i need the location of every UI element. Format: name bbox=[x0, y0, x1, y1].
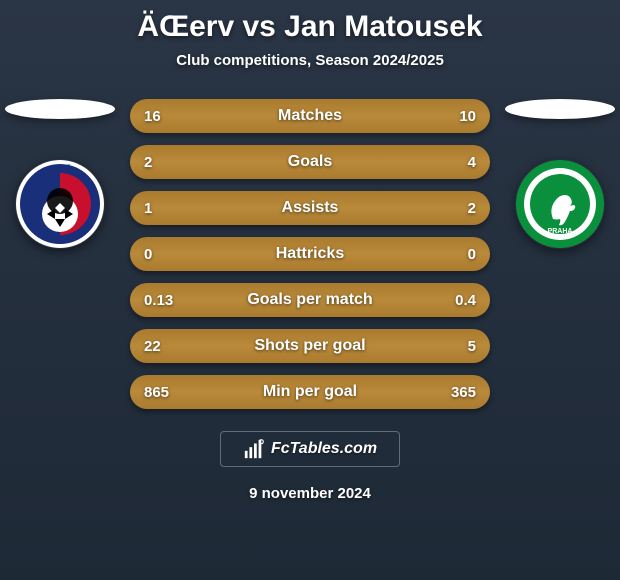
left-club-crest: PLZEŇ bbox=[15, 159, 105, 249]
stat-value-right: 365 bbox=[451, 384, 476, 401]
stat-value-right: 4 bbox=[468, 154, 476, 171]
season-subtitle: Club competitions, Season 2024/2025 bbox=[0, 52, 620, 69]
left-club-zone: PLZEŇ bbox=[0, 99, 120, 249]
brand-text: FcTables.com bbox=[271, 440, 377, 458]
right-club-crest: BOHEMIANS PRAHA bbox=[515, 159, 605, 249]
stat-value-right: 10 bbox=[459, 108, 476, 125]
stat-label: Hattricks bbox=[276, 245, 344, 263]
svg-text:PRAHA: PRAHA bbox=[548, 228, 573, 235]
stat-label: Assists bbox=[282, 199, 339, 217]
stat-value-right: 0.4 bbox=[455, 292, 476, 309]
stat-bar: 16 Matches 10 bbox=[130, 99, 490, 133]
stat-bar: 1 Assists 2 bbox=[130, 191, 490, 225]
stat-label: Shots per goal bbox=[254, 337, 365, 355]
right-club-zone: BOHEMIANS PRAHA bbox=[500, 99, 620, 249]
stat-value-left: 16 bbox=[144, 108, 161, 125]
comparison-area: PLZEŇ BOHEMIANS PRAHA 16Matches102Goals4… bbox=[0, 99, 620, 409]
stat-label: Goals bbox=[288, 153, 332, 171]
stat-label: Goals per match bbox=[247, 291, 372, 309]
stat-label: Matches bbox=[278, 107, 342, 125]
footer-date: 9 november 2024 bbox=[0, 485, 620, 502]
stat-label: Min per goal bbox=[263, 383, 357, 401]
stat-bar: 0.13 Goals per match 0.4 bbox=[130, 283, 490, 317]
stat-bar: 865 Min per goal 365 bbox=[130, 375, 490, 409]
fctables-logo-icon bbox=[243, 438, 265, 460]
stat-value-left: 0 bbox=[144, 246, 152, 263]
stat-value-left: 22 bbox=[144, 338, 161, 355]
right-ellipse-decor bbox=[505, 99, 615, 119]
svg-text:PLZEŇ: PLZEŇ bbox=[49, 164, 72, 173]
stats-column: 16 Matches 10 2 Goals 4 1 Assists 2 0 Hattricks 0 0.… bbox=[130, 99, 490, 409]
brand-box: FcTables.com bbox=[220, 431, 400, 467]
page-title: ÄŒerv vs Jan Matousek bbox=[0, 0, 620, 44]
stat-value-right: 2 bbox=[468, 200, 476, 217]
stat-value-left: 2 bbox=[144, 154, 152, 171]
stat-value-right: 0 bbox=[468, 246, 476, 263]
stat-value-right: 5 bbox=[468, 338, 476, 355]
stat-value-left: 0.13 bbox=[144, 292, 173, 309]
stat-bar: 22 Shots per goal 5 bbox=[130, 329, 490, 363]
stat-value-left: 865 bbox=[144, 384, 169, 401]
stat-value-left: 1 bbox=[144, 200, 152, 217]
bohemians-crest-icon: BOHEMIANS PRAHA bbox=[515, 159, 605, 249]
left-ellipse-decor bbox=[5, 99, 115, 119]
stat-bar: 0 Hattricks 0 bbox=[130, 237, 490, 271]
stat-bar: 2 Goals 4 bbox=[130, 145, 490, 179]
plzen-crest-icon: PLZEŇ bbox=[15, 159, 105, 249]
